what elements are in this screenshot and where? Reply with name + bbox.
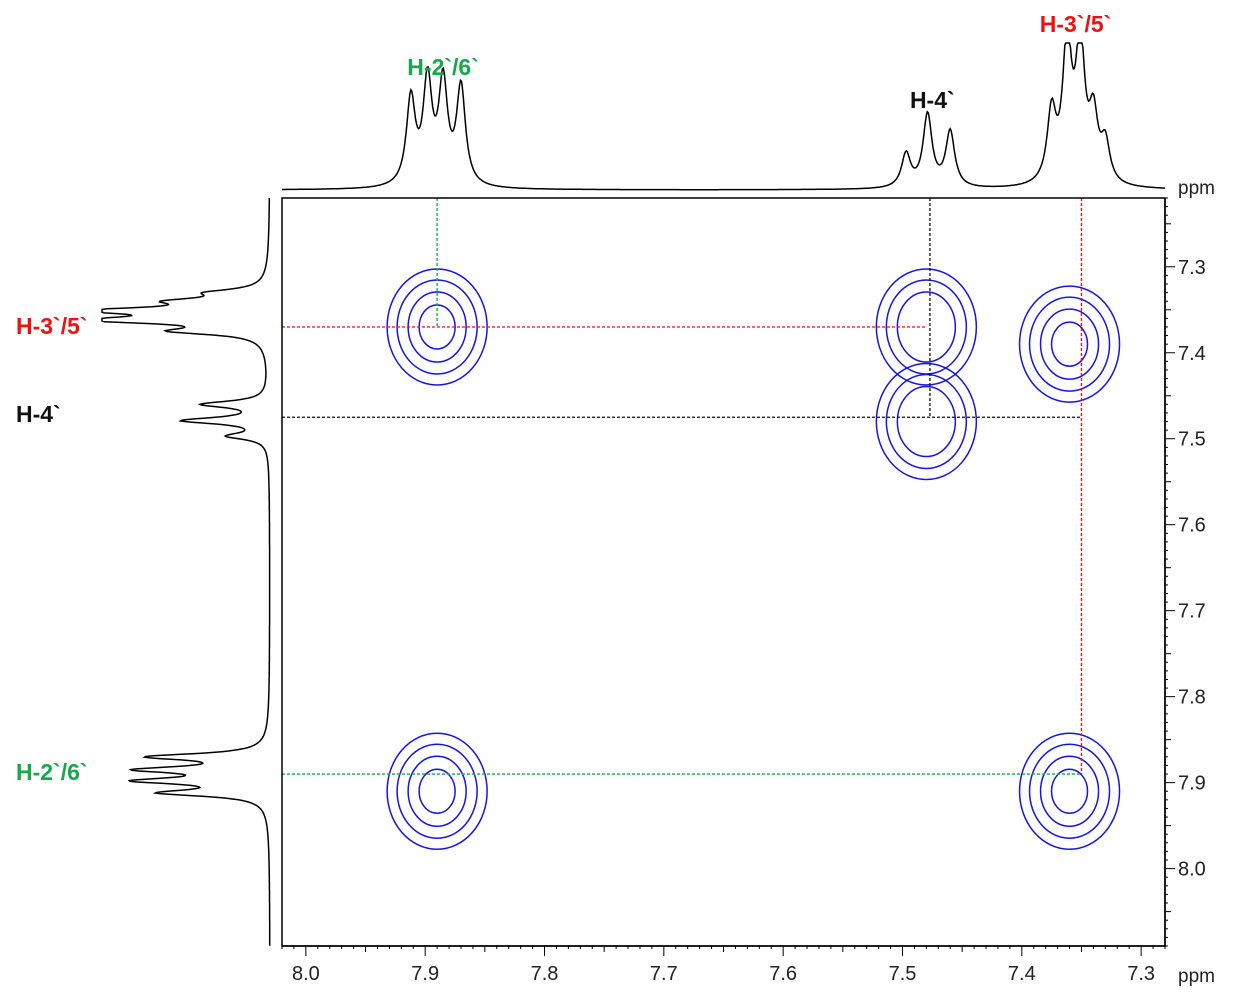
contour-level (407, 755, 467, 827)
y-tick-label: 8.0 (1178, 859, 1206, 881)
y-tick-label: 7.6 (1178, 515, 1206, 537)
top-1d-spectrum (282, 42, 1165, 191)
contour-level (418, 768, 456, 814)
x-axis-label: ppm (1178, 966, 1215, 987)
contour-level (1028, 296, 1111, 392)
contour-level (1050, 768, 1089, 814)
cross-peak (875, 362, 978, 481)
left-peak-label: H-3`/5` (16, 313, 88, 339)
contour-level (1018, 285, 1121, 403)
contour-level (1039, 308, 1100, 380)
contour-level (875, 362, 978, 481)
y-tick-label: 7.4 (1178, 343, 1206, 365)
top-peak-label: H-3`/5` (1040, 11, 1112, 37)
contour-level (1039, 755, 1100, 827)
cross-peak (1018, 285, 1121, 403)
contour-level (1050, 321, 1089, 367)
left-peak-label: H-4` (16, 401, 61, 427)
top-peak-label: H-2`/6` (407, 54, 479, 80)
y-axis-label: ppm (1178, 178, 1215, 199)
y-tick-label: 7.8 (1178, 687, 1206, 709)
contour-level (896, 385, 957, 458)
x-tick-label: 7.3 (1127, 963, 1155, 985)
left-1d-spectrum (101, 198, 271, 946)
x-tick-label: 7.8 (531, 963, 559, 985)
x-tick-label: 8.0 (292, 963, 320, 985)
cross-peak (1018, 732, 1121, 850)
y-tick-label: 7.9 (1178, 773, 1206, 795)
contour-level (1028, 743, 1111, 839)
x-tick-label: 7.6 (769, 963, 797, 985)
top-peak-label: H-4` (910, 87, 955, 113)
y-tick-label: 7.3 (1178, 257, 1206, 279)
contour-level (885, 373, 968, 470)
contour-level (396, 743, 478, 839)
plot-frame (281, 197, 1166, 947)
x-tick-label: 7.9 (411, 963, 439, 985)
x-tick-label: 7.5 (889, 963, 917, 985)
contour-level (875, 268, 978, 386)
contour-level (1018, 732, 1121, 850)
contour-level (386, 732, 488, 850)
x-tick-label: 7.7 (650, 963, 678, 985)
x-tick-label: 7.4 (1008, 963, 1036, 985)
y-tick-label: 7.7 (1178, 601, 1206, 623)
y-tick-label: 7.5 (1178, 429, 1206, 451)
cross-peak (386, 732, 488, 850)
left-peak-label: H-2`/6` (16, 759, 88, 785)
